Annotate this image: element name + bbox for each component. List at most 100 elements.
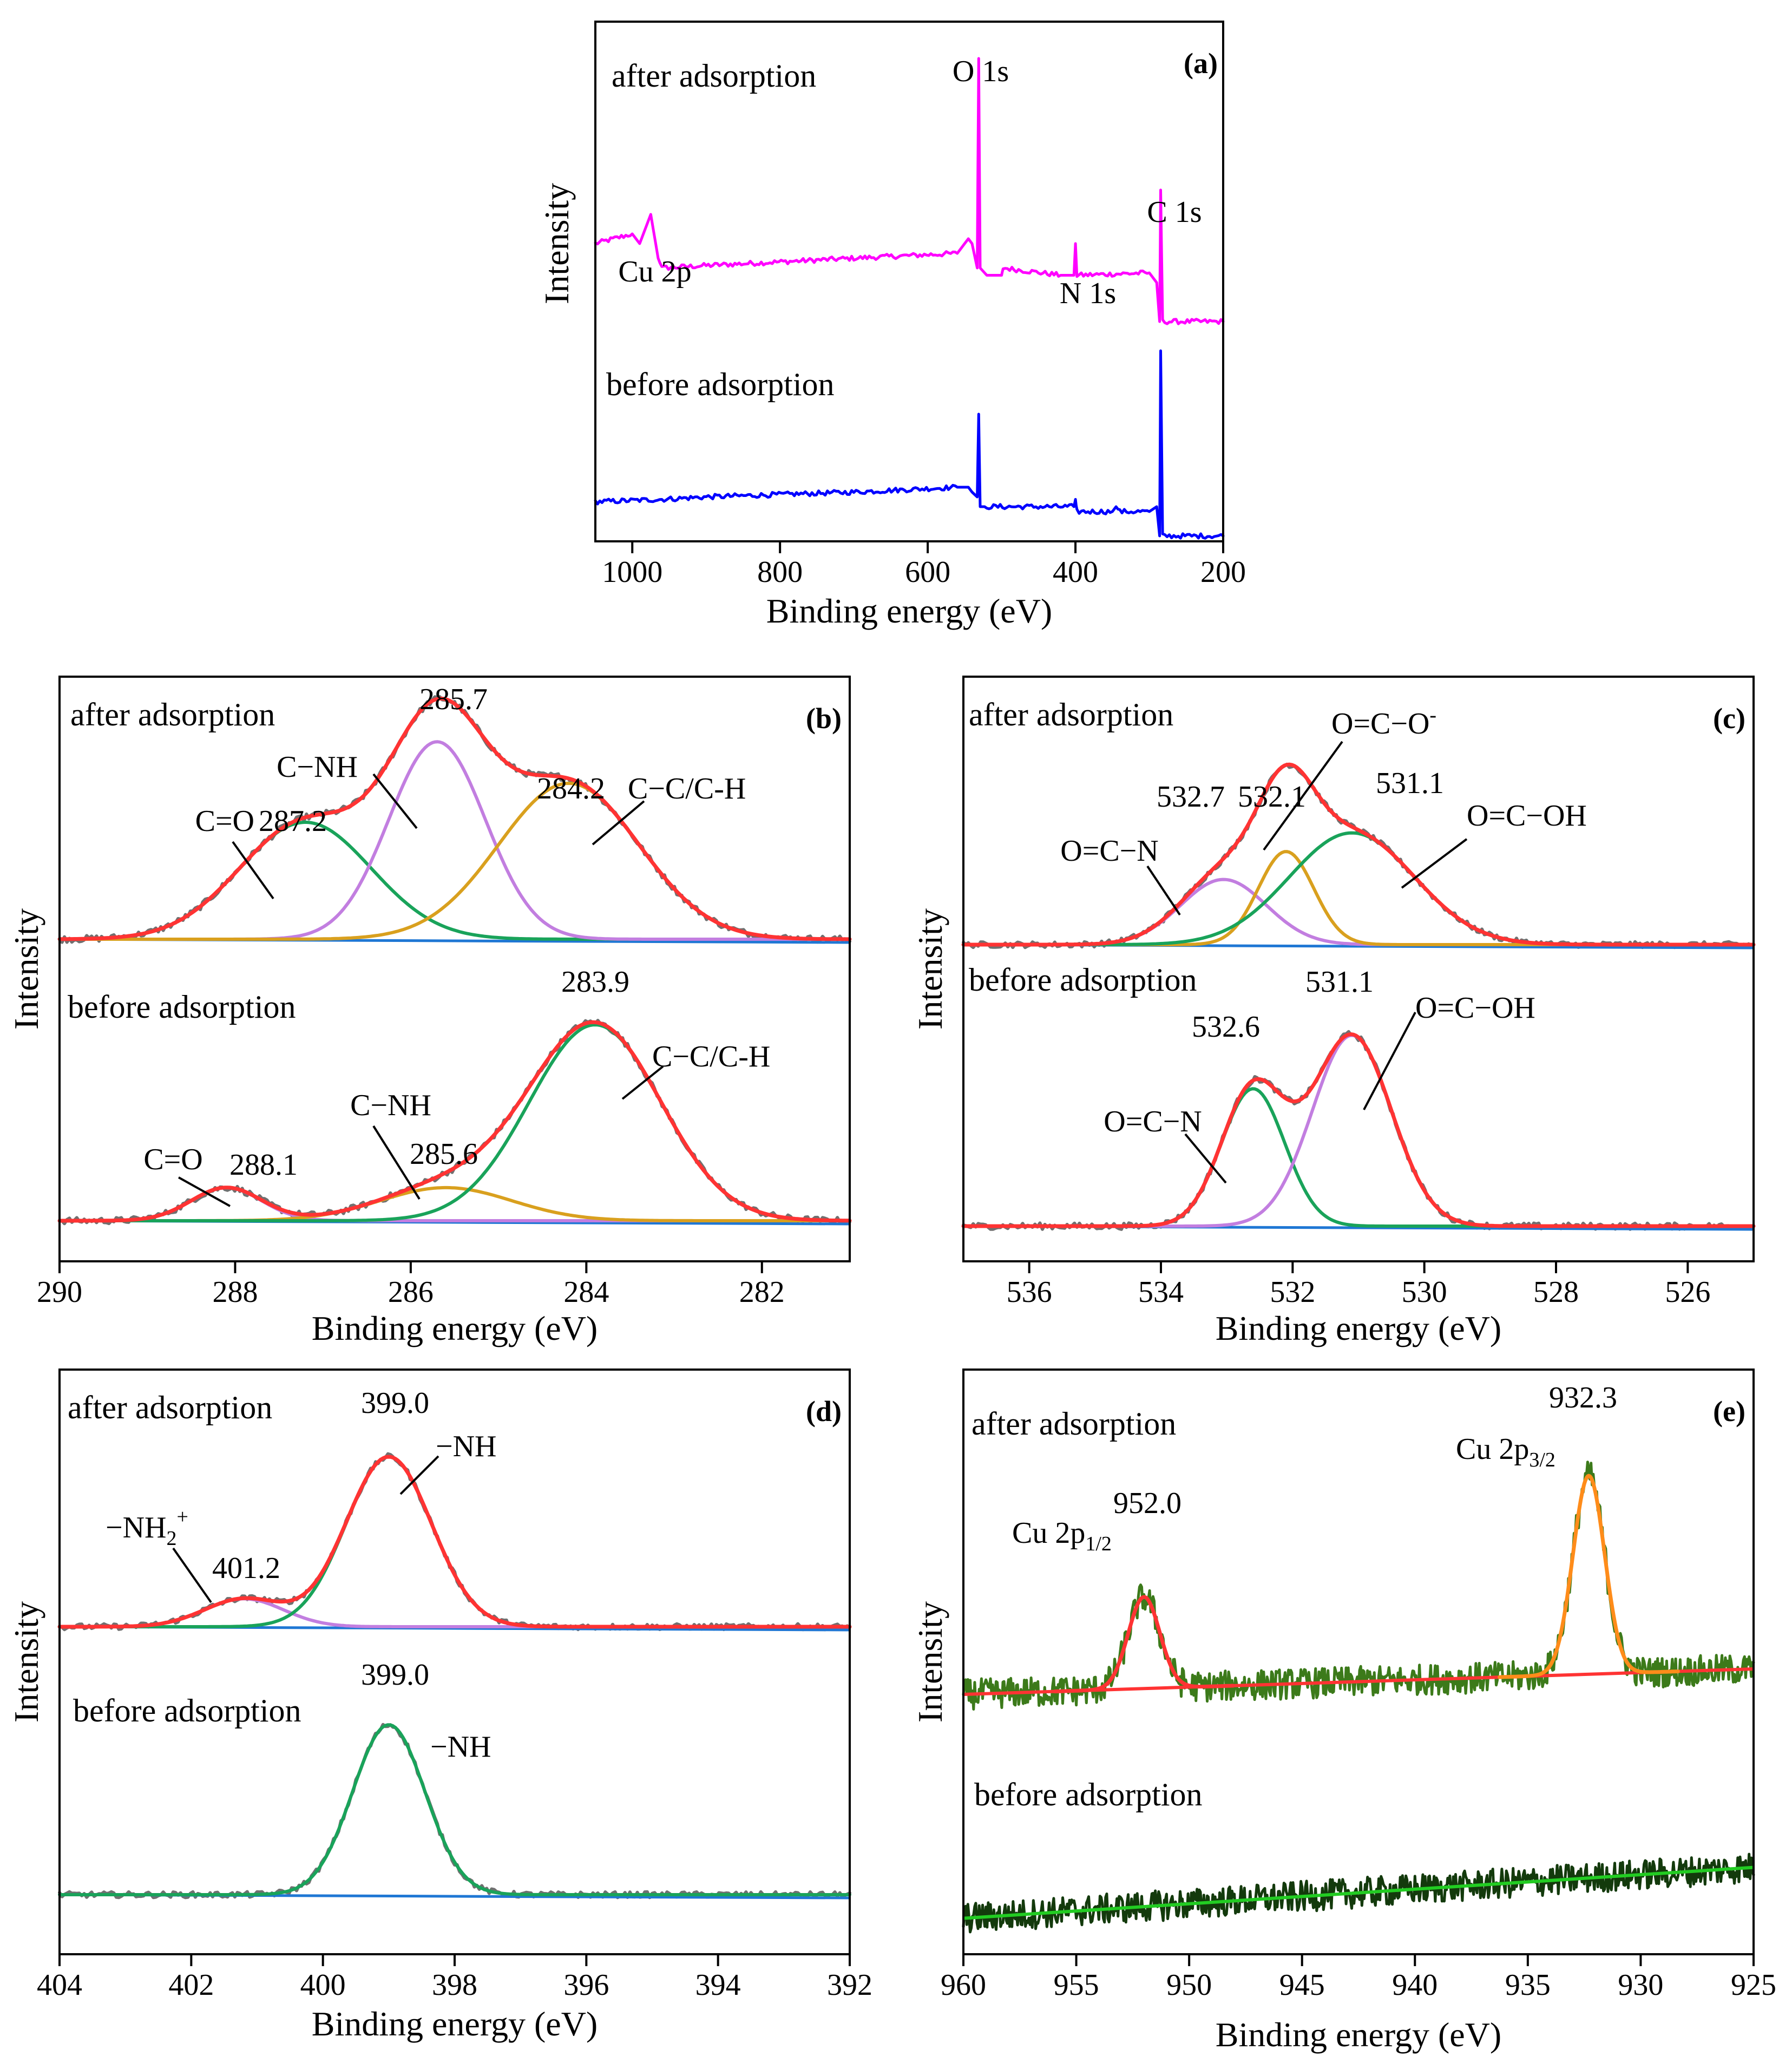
panel-e-y-axis-label: Intensity: [911, 1601, 949, 1723]
panel-d-before-peak-399.0: [58, 1723, 851, 1896]
panel-e-peak-952.0: [1053, 1595, 1235, 1694]
panel-b-y-axis-label: Intensity: [7, 908, 45, 1030]
panel-a-before-label: before adsorption: [606, 366, 835, 402]
panel-c-after-ocoh-assignment: O=C−OH: [1467, 799, 1587, 833]
panel-e-cu2p12-sub: 1/2: [1085, 1533, 1112, 1555]
panel-c-before-envelope: [961, 1032, 1756, 1228]
panel-a-series-before: [594, 349, 1225, 540]
panel-b-after-cc-pointer: [592, 800, 645, 846]
panel-d-before-label: before adsorption: [73, 1693, 301, 1728]
panel-a-c1s-label: C 1s: [1147, 195, 1202, 229]
panel-d-tick-label-396: 396: [563, 1968, 609, 2002]
panel-c-tick-label-528: 528: [1533, 1275, 1579, 1309]
panel-b-before-cnh-assignment: C−NH: [350, 1089, 431, 1122]
panel-a-tick-label-200: 200: [1200, 555, 1246, 589]
panel-d-after-nh-assignment: −NH: [436, 1430, 496, 1463]
panel-d-after-nh2-assignment: −NH2+: [106, 1505, 188, 1550]
panel-c-frame: [962, 676, 1755, 1262]
panel-e-tick-label-950: 950: [1166, 1968, 1212, 2002]
panel-b-x-ticks: 290 288 286 284 282: [37, 1261, 785, 1309]
panel-c-after-oco-assignment: O=C−O-: [1331, 704, 1436, 741]
panel-b-before-2856-label: 285.6: [410, 1137, 478, 1171]
panel-b-x-axis-label: Binding energy (eV): [312, 1309, 598, 1347]
panel-e-label: (e): [1713, 1395, 1745, 1428]
panel-b-after-cc-assignment: C−C/C-H: [628, 772, 746, 806]
panel-e-x-ticks: 960 955 950 945 940 935 930 925: [941, 1954, 1776, 2002]
panel-e-cu2p32-sub: 3/2: [1529, 1449, 1555, 1471]
panel-b-tick-label-286: 286: [388, 1275, 434, 1309]
panel-d-x-ticks: 404 402 400 398 396 394 392: [37, 1954, 872, 2002]
panel-b-after-label: after adsorption: [70, 697, 275, 732]
panel-c-after-5321-label: 532.1: [1238, 780, 1306, 814]
panel-d-before-3990-label: 399.0: [361, 1658, 429, 1692]
panel-b-before-cnh-pointer: [372, 1125, 421, 1200]
panel-a-plot: [594, 57, 1225, 540]
panel-b-tick-label-282: 282: [739, 1275, 785, 1309]
panel-e-after-raw: [962, 1461, 1755, 1711]
panel-a-after-label: after adsorption: [612, 58, 816, 94]
panel-c-after-5327-label: 532.7: [1157, 780, 1225, 814]
panel-e-tick-label-930: 930: [1618, 1968, 1663, 2002]
panel-b-before-cc-pointer: [621, 1065, 664, 1100]
panel-e-before-label: before adsorption: [974, 1777, 1203, 1812]
panel-a: 1000 800 600 400 200 (a) after adsorption be…: [537, 21, 1246, 630]
panel-c-tick-label-536: 536: [1007, 1275, 1052, 1309]
panel-e-cu2p12-text: Cu 2p: [1012, 1516, 1085, 1550]
panel-c-before-ocoh-assignment: O=C−OH: [1415, 991, 1535, 1025]
panel-c-x-ticks: 536 534 532 530 528 526: [1007, 1261, 1710, 1309]
panel-c-after-oco-charge: -: [1429, 704, 1436, 726]
panel-b-label: (b): [806, 702, 842, 735]
panel-b-after-envelope: [57, 697, 852, 941]
panel-e-tick-label-940: 940: [1392, 1968, 1437, 2002]
panel-b-tick-label-288: 288: [212, 1275, 258, 1309]
panel-a-tick-label-600: 600: [905, 555, 950, 589]
panel-a-n1s-label: N 1s: [1060, 277, 1116, 310]
panel-d-after-3990-label: 399.0: [361, 1386, 429, 1420]
panel-c-label: (c): [1713, 702, 1745, 735]
panel-c: 536 534 532 530 528 526 (c) after adsorption …: [911, 676, 1756, 1347]
panel-d-after-4012-label: 401.2: [212, 1551, 280, 1585]
panel-d-after-nh2-sup: +: [176, 1505, 188, 1528]
panel-e-tick-label-935: 935: [1505, 1968, 1551, 2002]
panel-a-x-axis-label: Binding energy (eV): [766, 592, 1052, 630]
panel-c-after-5311-label: 531.1: [1376, 767, 1444, 800]
panel-a-x-ticks: 1000 800 600 400 200: [602, 541, 1246, 589]
panel-a-y-axis-label: Intensity: [537, 183, 576, 304]
panel-b-before-co-assignment: C=O: [143, 1143, 202, 1176]
panel-c-plot: [961, 762, 1756, 1231]
panel-b-before-co-pointer: [178, 1176, 231, 1207]
panel-e-tick-label-925: 925: [1731, 1968, 1776, 2002]
panel-c-after-ocn-pointer: [1146, 865, 1181, 916]
panel-d-tick-label-404: 404: [37, 1968, 82, 2002]
panel-d-after-label: after adsorption: [68, 1390, 272, 1425]
panel-d-y-axis-label: Intensity: [7, 1601, 45, 1723]
panel-c-after-ocn-assignment: O=C−N: [1060, 834, 1158, 868]
panel-d-tick-label-402: 402: [168, 1968, 214, 2002]
panel-e-9323-label: 932.3: [1549, 1381, 1617, 1415]
panel-c-after-label: after adsorption: [969, 697, 1173, 732]
panel-e-cu2p32-text: Cu 2p: [1456, 1432, 1529, 1466]
panel-b: 290 288 286 284 282 (b) after adsorption bef…: [7, 676, 852, 1347]
panel-c-before-5311-label: 531.1: [1305, 965, 1374, 999]
panel-b-after-2842-label: 284.2: [537, 772, 605, 806]
panel-e-before-baseline: [963, 1865, 1754, 1920]
panel-b-after-2872-label: 287.2: [259, 804, 327, 838]
panel-b-before-cc-assignment: C−C/C-H: [652, 1040, 770, 1073]
panel-a-series-after: [594, 57, 1225, 325]
panel-a-tick-label-1000: 1000: [602, 555, 662, 589]
panel-b-tick-label-290: 290: [37, 1275, 82, 1309]
panel-e-x-axis-label: Binding energy (eV): [1216, 2015, 1501, 2054]
panel-c-before-ocn-assignment: O=C−N: [1104, 1105, 1202, 1138]
panel-b-after-2857-label: 285.7: [419, 683, 488, 716]
panel-e-9520-label: 952.0: [1113, 1487, 1181, 1520]
panel-e-peak-932.3: [1498, 1474, 1680, 1679]
panel-e-after-label: after adsorption: [972, 1406, 1176, 1442]
panel-b-after-co-pointer: [232, 841, 274, 900]
panel-c-after-oco-text: O=C−O: [1331, 707, 1429, 741]
panel-a-tick-label-400: 400: [1053, 555, 1098, 589]
panel-b-before-2881-label: 288.1: [229, 1148, 298, 1182]
panel-b-before-label: before adsorption: [68, 989, 296, 1025]
panel-d-before-nh-assignment: −NH: [430, 1730, 491, 1764]
panel-b-after-co-assignment: C=O: [195, 804, 254, 838]
